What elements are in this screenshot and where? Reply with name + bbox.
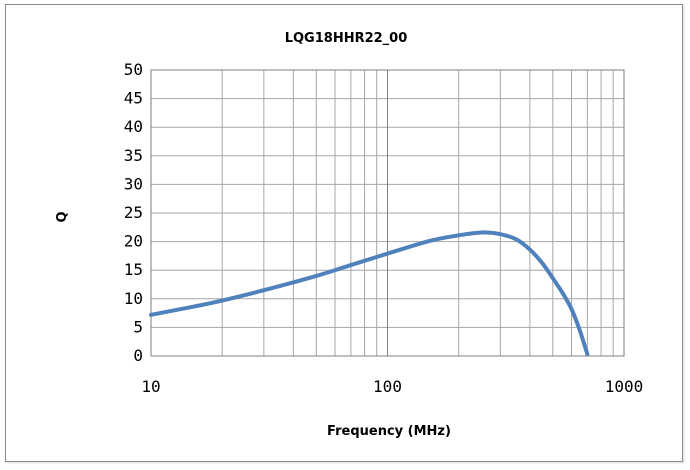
grid — [150, 69, 624, 357]
y-tick-label: 45 — [124, 89, 143, 108]
y-tick-label: 40 — [124, 117, 143, 136]
y-tick-label: 10 — [124, 289, 143, 308]
y-axis-title: Q — [55, 211, 70, 222]
y-tick-label: 50 — [124, 60, 143, 79]
x-tick-label: 100 — [373, 377, 402, 396]
tick-labels: 0 5 10 15 20 25 30 35 40 45 50 10 100 1000 — [124, 60, 644, 396]
y-tick-label: 20 — [124, 232, 143, 251]
y-tick-label: 5 — [133, 317, 143, 336]
y-tick-label: 25 — [124, 203, 143, 222]
chart-frame: LQG18HHR22_00 0 5 10 15 20 25 30 35 40 45 50 10 100 1… — [5, 4, 683, 462]
y-tick-label: 15 — [124, 260, 143, 279]
y-tick-label: 35 — [124, 146, 143, 165]
x-tick-label: 1000 — [605, 377, 644, 396]
chart-title: LQG18HHR22_00 — [285, 31, 408, 46]
plot-area — [150, 69, 625, 357]
q-frequency-chart: LQG18HHR22_00 0 5 10 15 20 25 30 35 40 45 50 10 100 1… — [55, 31, 644, 439]
y-tick-label: 0 — [133, 346, 143, 365]
y-tick-label: 30 — [124, 174, 143, 193]
x-tick-label: 10 — [141, 377, 160, 396]
series-line-q — [149, 230, 590, 357]
x-axis-title: Frequency (MHz) — [327, 424, 451, 439]
